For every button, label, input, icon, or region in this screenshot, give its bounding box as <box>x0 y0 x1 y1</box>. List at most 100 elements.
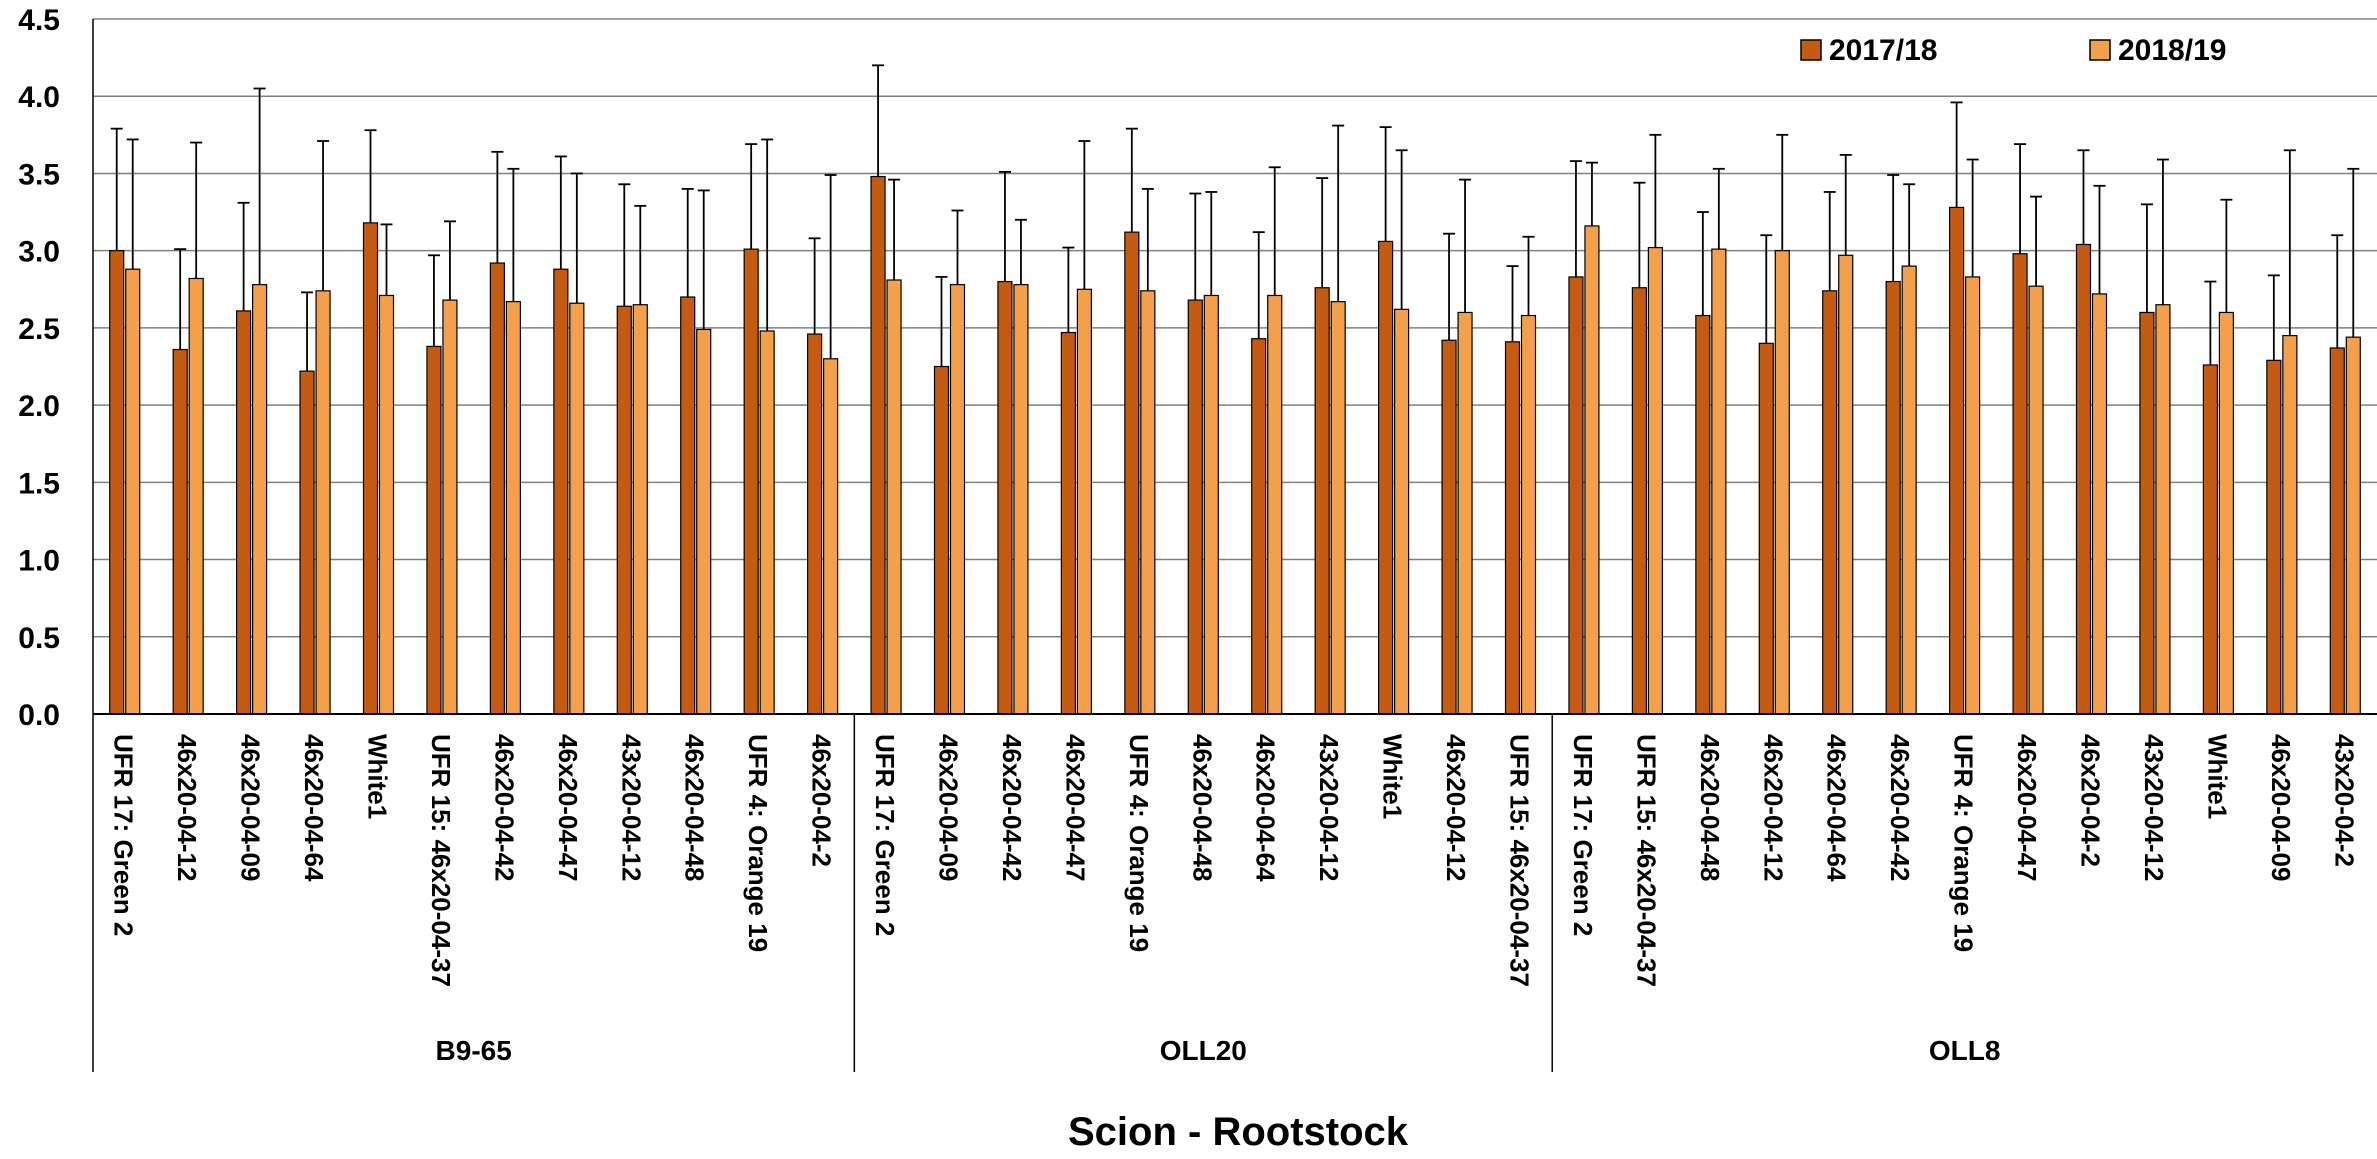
x-tick-labels: UFR 17: Green 2 46x20-04-12 46x20-04-09 46x… <box>109 734 2360 987</box>
group-label: B9-65 <box>436 1035 512 1066</box>
legend: 2017/18 2018/19 <box>1800 34 2226 67</box>
bar-2017-18 <box>2139 311 2155 715</box>
x-tick-label: 46x20-04-48 <box>1695 734 1725 881</box>
bar-2018-19 <box>315 290 331 715</box>
x-tick-label: 46x20-04-42 <box>997 734 1027 881</box>
bar-2018-19 <box>1520 314 1537 715</box>
bar-2017-18 <box>1949 206 1965 715</box>
y-tick-label: 0.0 <box>18 699 60 732</box>
y-tick-label: 1.5 <box>18 467 60 500</box>
y-tick-label: 3.5 <box>18 158 60 191</box>
bar-2017-18 <box>489 262 505 715</box>
bar-2018-19 <box>1711 248 1727 715</box>
bar-2018-19 <box>886 279 902 715</box>
bar-2017-18 <box>1695 314 1711 715</box>
axes: 0.0 0.5 1.0 1.5 2.0 2.5 3.0 3.5 4.0 4.5 B9-65 OLL20… <box>18 4 2377 1072</box>
bar-2018-19 <box>442 299 458 715</box>
bar-2017-18 <box>680 296 696 715</box>
group-label: OLL20 <box>1160 1035 1247 1066</box>
x-tick-label: UFR 4: Orange 19 <box>1124 734 1154 952</box>
bar-2017-18 <box>1885 280 1901 715</box>
bar-2017-18 <box>1441 339 1457 715</box>
bar-2018-19 <box>2345 336 2361 715</box>
x-tick-label: UFR 4: Orange 19 <box>1949 734 1979 952</box>
bar-2017-18 <box>426 345 442 715</box>
x-tick-label: 46x20-04-12 <box>172 734 202 881</box>
y-tick-label: 2.0 <box>18 390 60 423</box>
bars <box>109 175 2361 715</box>
bar-2018-19 <box>2091 293 2108 715</box>
x-tick-label: 46x20-04-64 <box>299 734 329 882</box>
y-tick-label: 0.5 <box>18 622 60 655</box>
x-tick-label: 46x20-04-64 <box>1822 734 1852 882</box>
bar-2018-19 <box>505 301 521 715</box>
bar-2017-18 <box>743 248 759 715</box>
y-tick-label: 2.5 <box>18 313 60 346</box>
x-tick-label: 46x20-04-47 <box>2012 734 2042 881</box>
bar-2017-18 <box>362 222 379 715</box>
x-tick-label: UFR 4: Orange 19 <box>743 734 773 952</box>
bar-2018-19 <box>1901 265 1917 715</box>
x-tick-label: 46x20-04-64 <box>1251 734 1281 882</box>
bar-2018-19 <box>949 284 966 715</box>
bar-2017-18 <box>299 370 315 715</box>
x-tick-label: 46x20-04-2 <box>807 734 837 867</box>
x-tick-label: UFR 17: Green 2 <box>109 734 139 936</box>
bar-2017-18 <box>1631 287 1647 715</box>
bar-2018-19 <box>378 294 395 715</box>
y-tick-label: 4.5 <box>18 4 60 37</box>
legend-label-2017-18: 2017/18 <box>1829 34 1937 67</box>
x-tick-label: 46x20-04-48 <box>1187 734 1217 881</box>
bar-2017-18 <box>1060 331 1076 715</box>
bar-2017-18 <box>2202 364 2218 715</box>
bar-2018-19 <box>759 330 775 715</box>
x-tick-label: White1 <box>1378 734 1408 819</box>
x-tick-label: 43x20-04-2 <box>2329 734 2359 867</box>
bar-2018-19 <box>1965 276 1981 715</box>
bar-2018-19 <box>2028 285 2044 715</box>
bar-2018-19 <box>2282 335 2298 715</box>
bar-2017-18 <box>870 175 886 715</box>
bar-2018-19 <box>2155 304 2171 715</box>
bar-2017-18 <box>2075 243 2092 715</box>
bar-2017-18 <box>2266 359 2282 715</box>
bar-2018-19 <box>188 277 204 715</box>
x-tick-label: 46x20-04-12 <box>1441 734 1471 881</box>
bar-2017-18 <box>2329 347 2345 715</box>
error-bars <box>110 64 2360 372</box>
bar-2017-18 <box>1758 342 1774 715</box>
bar-2017-18 <box>2012 253 2028 715</box>
bar-2017-18 <box>1504 341 1521 715</box>
x-tick-label: 43x20-04-12 <box>616 734 646 881</box>
bar-2018-19 <box>1076 288 1092 715</box>
bar-2017-18 <box>172 348 188 715</box>
bar-2017-18 <box>1378 240 1394 715</box>
x-tick-label: 46x20-04-42 <box>489 734 519 881</box>
bar-2018-19 <box>1457 311 1473 715</box>
x-tick-label: UFR 15: 46x20-04-37 <box>1505 734 1535 987</box>
bar-2017-18 <box>1314 287 1330 715</box>
bar-2017-18 <box>807 333 823 715</box>
x-tick-label: 46x20-04-48 <box>680 734 710 881</box>
bar-2017-18 <box>1187 299 1203 715</box>
x-tick-label: 46x20-04-47 <box>1060 734 1090 881</box>
x-axis-title: Scion - Rootstock <box>1068 1110 1409 1154</box>
bar-2018-19 <box>1330 301 1346 715</box>
x-tick-label: UFR 15: 46x20-04-37 <box>1631 734 1661 987</box>
x-tick-label: 46x20-04-09 <box>236 734 266 881</box>
bar-2018-19 <box>1267 294 1283 715</box>
x-tick-label: 46x20-04-42 <box>1885 734 1915 881</box>
bar-2018-19 <box>1774 250 1790 715</box>
bar-2017-18 <box>1251 338 1267 715</box>
bar-2018-19 <box>632 304 648 715</box>
bar-2018-19 <box>1140 290 1156 715</box>
bar-2018-19 <box>823 358 839 715</box>
x-tick-label: 46x20-04-12 <box>1758 734 1788 881</box>
x-tick-label: 43x20-04-12 <box>1314 734 1344 881</box>
x-tick-label: 46x20-04-09 <box>934 734 964 881</box>
legend-swatch-2018-19 <box>2089 39 2111 61</box>
x-tick-label: 46x20-04-09 <box>2266 734 2296 881</box>
x-tick-label: UFR 15: 46x20-04-37 <box>426 734 456 987</box>
